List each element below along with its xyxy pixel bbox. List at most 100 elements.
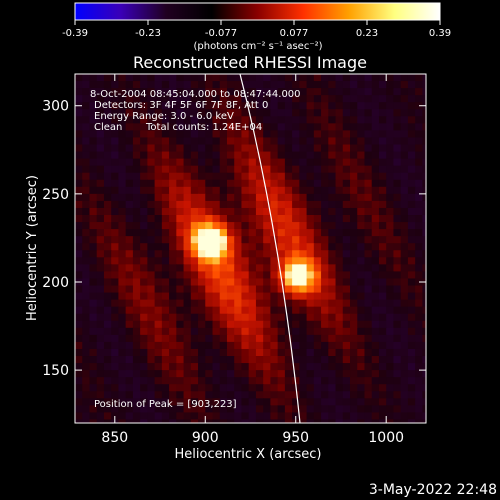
heatmap-cell xyxy=(422,271,426,280)
heatmap-cell xyxy=(255,172,264,181)
heatmap-cell xyxy=(248,207,257,216)
heatmap-cell xyxy=(422,243,426,251)
heatmap-cell xyxy=(103,116,112,124)
heatmap-cell xyxy=(226,243,235,251)
heatmap-cell xyxy=(176,257,185,265)
heatmap-cell xyxy=(103,130,112,139)
heatmap-cell xyxy=(299,299,308,308)
heatmap-cell xyxy=(270,88,279,96)
heatmap-cell xyxy=(277,186,286,195)
heatmap-cell xyxy=(169,88,177,96)
heatmap-cell xyxy=(342,356,351,364)
heatmap-cell xyxy=(89,186,98,195)
heatmap-cell xyxy=(415,264,423,273)
heatmap-cell xyxy=(219,144,228,153)
heatmap-cell xyxy=(270,257,279,265)
heatmap-cell xyxy=(306,130,315,139)
heatmap-cell xyxy=(169,137,177,146)
heatmap-cell xyxy=(248,285,257,294)
heatmap-cell xyxy=(371,165,380,174)
heatmap-cell xyxy=(313,116,322,124)
heatmap-cell xyxy=(183,285,192,294)
heatmap-cell xyxy=(140,200,148,209)
heatmap-cell xyxy=(407,320,416,329)
heatmap-cell xyxy=(89,264,98,273)
heatmap-cell xyxy=(147,398,156,406)
heatmap-cell xyxy=(292,144,300,153)
heatmap-cell xyxy=(132,334,141,343)
heatmap-cell xyxy=(205,158,214,167)
heatmap-cell xyxy=(313,341,322,350)
heatmap-cell xyxy=(422,370,426,378)
heatmap-cell xyxy=(306,179,315,188)
heatmap-cell xyxy=(415,207,423,216)
heatmap-cell xyxy=(96,419,105,423)
heatmap-cell xyxy=(198,384,206,392)
heatmap-cell xyxy=(284,285,293,294)
heatmap-cell xyxy=(118,179,127,188)
heatmap-cell xyxy=(183,384,192,392)
heatmap xyxy=(75,74,426,423)
heatmap-cell xyxy=(190,412,199,421)
heatmap-cell xyxy=(386,257,395,265)
heatmap-cell xyxy=(371,151,380,160)
heatmap-cell xyxy=(89,391,98,399)
heatmap-cell xyxy=(328,88,337,96)
heatmap-cell xyxy=(393,144,402,153)
heatmap-cell xyxy=(277,363,286,371)
heatmap-cell xyxy=(400,377,409,385)
heatmap-cell xyxy=(212,292,221,301)
heatmap-cell xyxy=(422,74,426,82)
heatmap-cell xyxy=(407,257,416,265)
heatmap-cell xyxy=(255,412,264,421)
heatmap-cell xyxy=(292,391,300,399)
heatmap-cell xyxy=(147,193,156,202)
heatmap-cell xyxy=(132,292,141,301)
heatmap-cell xyxy=(255,250,264,258)
heatmap-cell xyxy=(241,398,250,406)
heatmap-cell xyxy=(226,207,235,216)
heatmap-cell xyxy=(161,334,170,343)
heatmap-cell xyxy=(226,377,235,385)
heatmap-cell xyxy=(169,215,177,223)
heatmap-cell xyxy=(161,306,170,315)
heatmap-cell xyxy=(255,356,264,364)
heatmap-cell xyxy=(118,207,127,216)
heatmap-cell xyxy=(147,278,156,287)
heatmap-cell xyxy=(154,186,163,195)
heatmap-cell xyxy=(422,109,426,117)
heatmap-cell xyxy=(234,356,243,364)
heatmap-cell xyxy=(234,222,243,230)
heatmap-cell xyxy=(313,412,322,421)
heatmap-cell xyxy=(277,215,286,223)
heatmap-cell xyxy=(111,243,120,251)
heatmap-cell xyxy=(241,207,250,216)
heatmap-cell xyxy=(82,137,91,146)
heatmap-cell xyxy=(75,151,83,160)
heatmap-cell xyxy=(75,320,83,329)
heatmap-cell xyxy=(292,264,300,273)
chart-title: Reconstructed RHESSI Image xyxy=(133,53,367,72)
heatmap-cell xyxy=(407,102,416,110)
heatmap-cell xyxy=(154,236,163,244)
heatmap-cell xyxy=(371,200,380,209)
heatmap-cell xyxy=(241,137,250,146)
heatmap-cell xyxy=(176,81,185,89)
heatmap-cell xyxy=(378,313,387,322)
heatmap-cell xyxy=(335,243,344,251)
heatmap-cell xyxy=(400,243,409,251)
heatmap-cell xyxy=(255,116,264,124)
heatmap-cell xyxy=(393,391,402,399)
heatmap-cell xyxy=(169,144,177,153)
heatmap-cell xyxy=(378,172,387,181)
heatmap-cell xyxy=(241,215,250,223)
heatmap-cell xyxy=(350,123,358,131)
heatmap-cell xyxy=(118,257,127,265)
heatmap-cell xyxy=(422,123,426,131)
heatmap-cell xyxy=(313,405,322,414)
heatmap-cell xyxy=(89,158,98,167)
heatmap-cell xyxy=(89,285,98,294)
heatmap-cell xyxy=(103,179,112,188)
heatmap-cell xyxy=(407,299,416,308)
heatmap-cell xyxy=(342,229,351,237)
